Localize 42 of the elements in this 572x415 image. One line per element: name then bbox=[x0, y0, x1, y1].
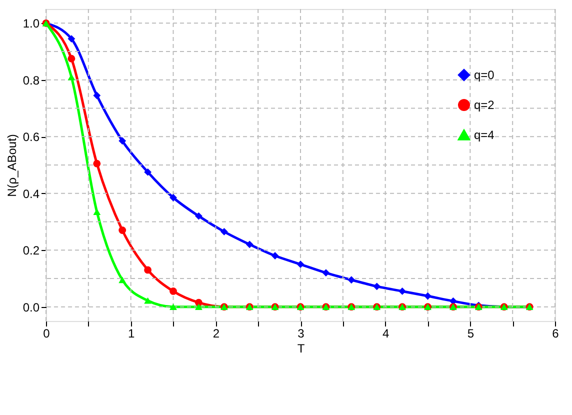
point bbox=[93, 208, 101, 216]
legend-label: q=2 bbox=[474, 98, 495, 112]
x-tick-label: 6 bbox=[552, 326, 560, 340]
point bbox=[194, 212, 202, 220]
point bbox=[220, 228, 228, 236]
point bbox=[68, 35, 76, 42]
point bbox=[68, 54, 76, 62]
point bbox=[118, 276, 126, 284]
point bbox=[93, 160, 101, 168]
y-tick-label: 0.2 bbox=[22, 244, 40, 258]
point bbox=[118, 226, 126, 234]
x-tick-label: 1 bbox=[128, 326, 135, 340]
point bbox=[398, 288, 406, 295]
point bbox=[93, 92, 101, 100]
point bbox=[170, 288, 177, 295]
point bbox=[373, 282, 381, 290]
point bbox=[144, 297, 152, 304]
point bbox=[194, 304, 202, 310]
x-tick-label: 0 bbox=[43, 326, 50, 340]
y-tick-label: 0.4 bbox=[22, 186, 40, 201]
point bbox=[118, 137, 126, 145]
y-tick-label: 1.0 bbox=[22, 16, 40, 31]
point bbox=[144, 266, 152, 274]
x-axis-title: T bbox=[297, 342, 306, 356]
y-tick-label: 0.0 bbox=[22, 300, 40, 314]
point bbox=[170, 194, 177, 202]
x-tick-label: 4 bbox=[382, 326, 390, 340]
x-tick-label: 5 bbox=[467, 326, 474, 340]
point bbox=[348, 276, 356, 284]
point bbox=[271, 252, 279, 260]
point bbox=[322, 269, 330, 276]
x-tick-label: 2 bbox=[212, 326, 220, 340]
point bbox=[246, 240, 254, 248]
x-tick-label: 3 bbox=[298, 326, 305, 340]
point bbox=[170, 304, 177, 310]
legend-label: q=0 bbox=[474, 68, 495, 82]
y-tick-label: 0.6 bbox=[22, 130, 40, 144]
y-tick-label: 0.8 bbox=[22, 73, 40, 88]
y-axis-title: N(ρ_ABout) bbox=[4, 134, 19, 197]
point bbox=[68, 74, 76, 80]
point bbox=[144, 168, 152, 176]
legend-label: q=4 bbox=[474, 128, 495, 142]
